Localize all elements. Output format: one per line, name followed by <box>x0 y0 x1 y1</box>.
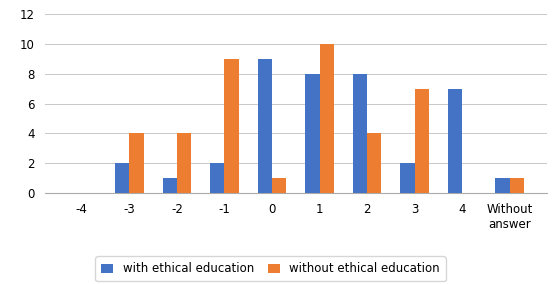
Bar <box>353 74 367 193</box>
Bar <box>401 163 415 193</box>
Bar <box>415 89 429 193</box>
Legend: with ethical education, without ethical education: with ethical education, without ethical … <box>95 256 446 281</box>
Bar <box>129 133 143 193</box>
Bar <box>162 178 177 193</box>
Bar <box>367 133 381 193</box>
Bar <box>320 44 334 193</box>
Bar <box>115 163 129 193</box>
Bar <box>224 59 239 193</box>
Bar <box>496 178 510 193</box>
Bar <box>448 89 462 193</box>
Bar <box>305 74 320 193</box>
Bar <box>258 59 272 193</box>
Bar <box>177 133 191 193</box>
Bar <box>210 163 224 193</box>
Bar <box>272 178 286 193</box>
Bar <box>510 178 524 193</box>
